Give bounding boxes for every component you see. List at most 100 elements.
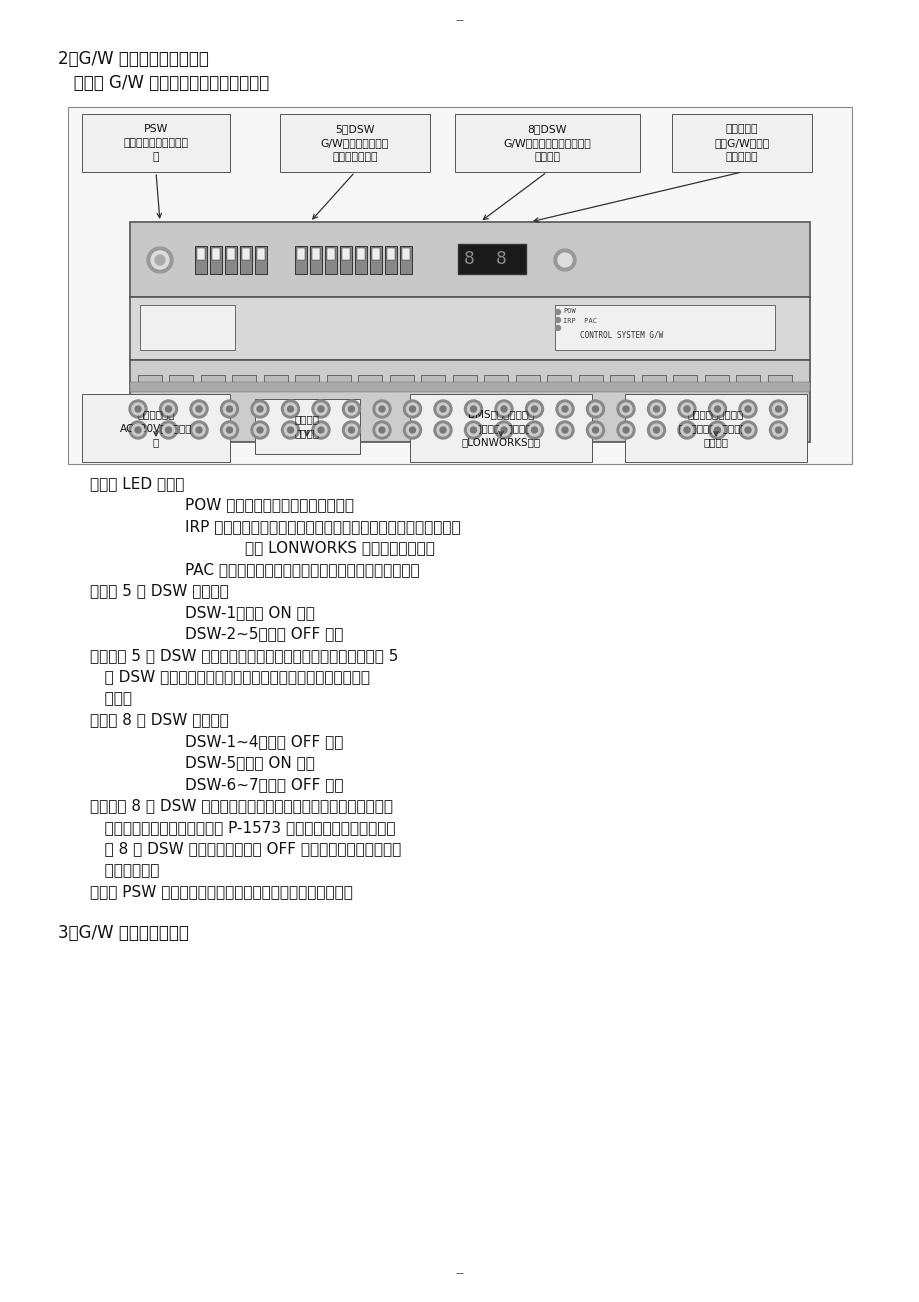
Circle shape bbox=[256, 427, 263, 434]
Circle shape bbox=[379, 406, 384, 411]
Bar bbox=[578, 375, 602, 389]
Text: DSW-2~5：置于 OFF 状态: DSW-2~5：置于 OFF 状态 bbox=[185, 626, 343, 642]
Circle shape bbox=[314, 424, 326, 436]
Text: DSW-6~7：置于 OFF 状态: DSW-6~7：置于 OFF 状态 bbox=[185, 777, 343, 792]
Text: CONTROL SYSTEM G/W: CONTROL SYSTEM G/W bbox=[579, 329, 663, 339]
Circle shape bbox=[531, 406, 537, 411]
Text: DSW-5：置于 ON 状态: DSW-5：置于 ON 状态 bbox=[185, 755, 314, 771]
Bar bbox=[197, 247, 205, 260]
Circle shape bbox=[617, 421, 634, 439]
Circle shape bbox=[738, 421, 756, 439]
Bar bbox=[255, 246, 267, 273]
Bar bbox=[624, 395, 806, 462]
Circle shape bbox=[589, 424, 601, 436]
Circle shape bbox=[409, 406, 415, 411]
Circle shape bbox=[501, 406, 506, 411]
Circle shape bbox=[592, 406, 598, 411]
Bar bbox=[200, 375, 225, 389]
Bar bbox=[326, 375, 351, 389]
Bar bbox=[400, 246, 412, 273]
Circle shape bbox=[439, 427, 446, 434]
Circle shape bbox=[190, 400, 208, 418]
Bar bbox=[312, 247, 320, 260]
Circle shape bbox=[619, 404, 631, 415]
Bar bbox=[82, 395, 230, 462]
Circle shape bbox=[190, 421, 208, 439]
Circle shape bbox=[439, 406, 446, 411]
Bar bbox=[455, 115, 640, 172]
Circle shape bbox=[494, 400, 513, 418]
Circle shape bbox=[710, 404, 722, 415]
Bar bbox=[130, 223, 809, 297]
Circle shape bbox=[562, 427, 567, 434]
Circle shape bbox=[708, 421, 726, 439]
Circle shape bbox=[650, 424, 662, 436]
Circle shape bbox=[346, 404, 357, 415]
Circle shape bbox=[775, 427, 780, 434]
Bar bbox=[390, 375, 414, 389]
Circle shape bbox=[647, 400, 664, 418]
Text: 内）。: 内）。 bbox=[90, 691, 131, 706]
Bar bbox=[240, 246, 252, 273]
Circle shape bbox=[497, 404, 509, 415]
Circle shape bbox=[284, 424, 296, 436]
Circle shape bbox=[312, 421, 330, 439]
Circle shape bbox=[135, 406, 141, 411]
Circle shape bbox=[559, 404, 571, 415]
Circle shape bbox=[223, 404, 235, 415]
Bar bbox=[355, 246, 367, 273]
Circle shape bbox=[744, 406, 750, 411]
Text: 脚 DSW 拨动开关还用于自诊断（自诊断内容不在本资料范围: 脚 DSW 拨动开关还用于自诊断（自诊断内容不在本资料范围 bbox=[90, 669, 369, 685]
Bar bbox=[82, 115, 230, 172]
Text: ．对于 5 脚 DSW 拨动开关: ．对于 5 脚 DSW 拨动开关 bbox=[90, 583, 229, 599]
Circle shape bbox=[281, 400, 300, 418]
Circle shape bbox=[287, 406, 293, 411]
Bar bbox=[387, 247, 394, 260]
Circle shape bbox=[467, 404, 479, 415]
Circle shape bbox=[163, 404, 175, 415]
Circle shape bbox=[165, 427, 171, 434]
Circle shape bbox=[403, 421, 421, 439]
Text: --: -- bbox=[455, 14, 464, 27]
Circle shape bbox=[775, 406, 780, 411]
Circle shape bbox=[159, 421, 177, 439]
Circle shape bbox=[525, 400, 543, 418]
Circle shape bbox=[555, 310, 560, 315]
Circle shape bbox=[714, 406, 720, 411]
Text: 测盖的内侧。: 测盖的内侧。 bbox=[90, 863, 159, 878]
Circle shape bbox=[154, 255, 165, 266]
Text: 2）G/W 协议转换器结构说明: 2）G/W 协议转换器结构说明 bbox=[58, 49, 209, 68]
Circle shape bbox=[437, 404, 448, 415]
Circle shape bbox=[772, 404, 784, 415]
Circle shape bbox=[622, 427, 629, 434]
Circle shape bbox=[226, 406, 233, 411]
Circle shape bbox=[196, 427, 202, 434]
Circle shape bbox=[622, 406, 629, 411]
Circle shape bbox=[135, 427, 141, 434]
Circle shape bbox=[131, 424, 144, 436]
Text: IRP 指示灯：闪烁时表示处在与上位监控装置的通信当中，也就是: IRP 指示灯：闪烁时表示处在与上位监控装置的通信当中，也就是 bbox=[185, 519, 460, 534]
Text: 机组通信线联接端子
联接到冷水机组的通信线的
联接端子: 机组通信线联接端子 联接到冷水机组的通信线的 联接端子 bbox=[678, 409, 753, 447]
Circle shape bbox=[714, 427, 720, 434]
Bar bbox=[210, 246, 221, 273]
Text: PSW
确认联接机组台数的按
钮: PSW 确认联接机组台数的按 钮 bbox=[123, 124, 188, 161]
Bar bbox=[671, 115, 811, 172]
Circle shape bbox=[592, 427, 598, 434]
Circle shape bbox=[251, 400, 268, 418]
Circle shape bbox=[528, 424, 540, 436]
Circle shape bbox=[555, 400, 573, 418]
Text: ．对于 LED 指示灯: ．对于 LED 指示灯 bbox=[90, 477, 184, 491]
Bar bbox=[211, 247, 220, 260]
Circle shape bbox=[165, 406, 171, 411]
Circle shape bbox=[738, 400, 756, 418]
Bar bbox=[767, 375, 791, 389]
Text: 8: 8 bbox=[495, 250, 506, 268]
Bar bbox=[130, 381, 809, 392]
Circle shape bbox=[528, 404, 540, 415]
Text: 注：根据 8 脚 DSW 拨动开关的以上设定进入正常运行状态，但此设: 注：根据 8 脚 DSW 拨动开关的以上设定进入正常运行状态，但此设 bbox=[90, 798, 392, 814]
Circle shape bbox=[742, 404, 754, 415]
Bar bbox=[279, 115, 429, 172]
Circle shape bbox=[159, 400, 177, 418]
Circle shape bbox=[193, 404, 205, 415]
Circle shape bbox=[555, 421, 573, 439]
